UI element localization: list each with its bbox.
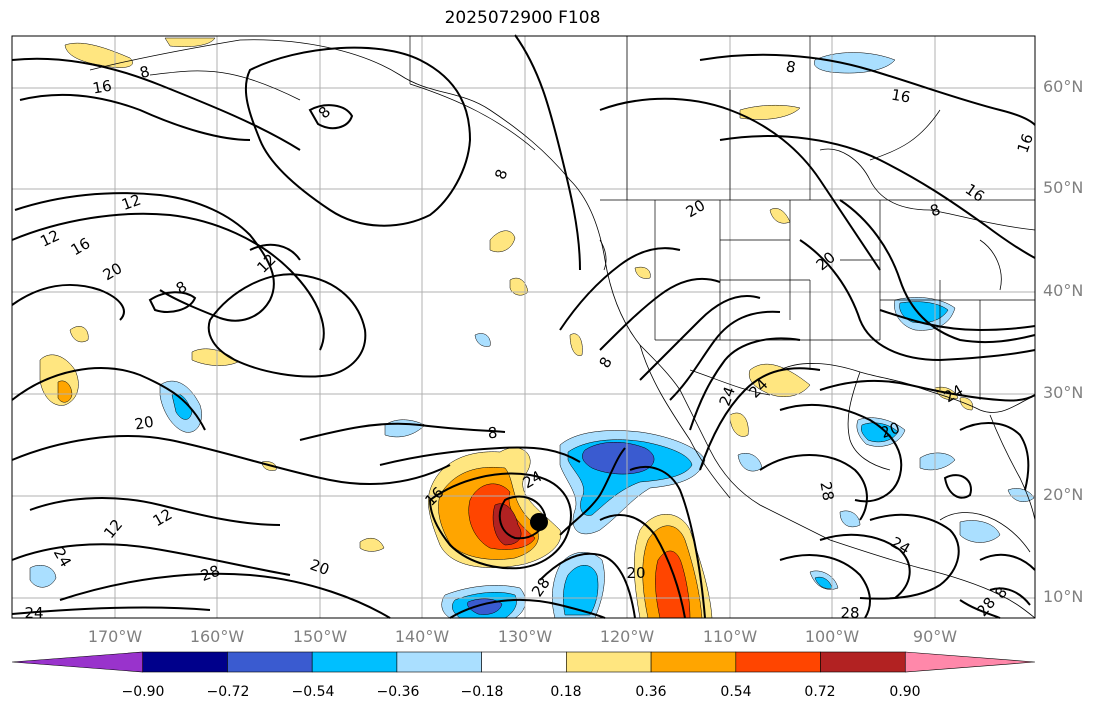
shade-cool [959, 520, 1001, 543]
contour-label: 16 [890, 86, 912, 107]
contour-label: 12 [100, 516, 126, 542]
contour-label: 12 [253, 250, 279, 276]
contour-label: 8 [928, 200, 943, 220]
lat-label: 30°N [1043, 383, 1084, 402]
shade-warm [164, 37, 216, 47]
lat-label: 60°N [1043, 77, 1084, 96]
shade-cool [814, 52, 896, 74]
lon-label: 150°W [292, 627, 348, 646]
colorbar-extend-max [904, 651, 1036, 673]
lon-label: 160°W [189, 627, 245, 646]
shade-cool [737, 452, 763, 472]
shade-warm [729, 412, 749, 437]
contour-label: 12 [150, 505, 176, 530]
colorbar-swatch [650, 651, 737, 673]
colorbar-swatch [396, 651, 482, 673]
contour-label: 8 [491, 167, 511, 182]
colorbar-tick-label: 0.90 [889, 684, 921, 700]
contour-label: 16 [68, 234, 94, 259]
contour-label: 28 [198, 562, 222, 585]
colorbar-tick-label: −0.18 [460, 684, 504, 700]
contour-label: 8 [595, 354, 615, 371]
colorbar-tick-label: 0.36 [635, 684, 667, 700]
lon-label: 110°W [702, 627, 758, 646]
contour-label: 8 [785, 57, 798, 76]
colorbar-tick-label: −0.90 [121, 684, 165, 700]
colorbar-swatch [820, 651, 906, 673]
shade-warm [769, 208, 791, 224]
lat-label: 40°N [1043, 281, 1084, 300]
contour-label: 20 [100, 259, 126, 284]
shade-cool [29, 565, 57, 588]
political-borders [409, 36, 1035, 400]
contour-label: 24 [24, 604, 43, 622]
shade-cool [384, 419, 426, 438]
contour-label: 20 [308, 556, 332, 579]
colorbar-tick-label: −0.54 [291, 684, 335, 700]
contour-label: 8 [487, 424, 498, 443]
colorbar [11, 651, 1036, 673]
shade-warm [57, 380, 73, 403]
shade-warm [569, 333, 583, 356]
contour-label: 28 [528, 574, 554, 600]
shade-warm [739, 105, 801, 120]
contour-label: 28 [816, 480, 837, 502]
colorbar-swatch [142, 651, 228, 673]
colorbar-swatch [735, 651, 821, 673]
shade-cool [861, 422, 899, 443]
colorbar-tick-label: −0.72 [206, 684, 250, 700]
colorbar-tick-label: 0.54 [720, 684, 752, 700]
colorbar-tick-label: 0.72 [804, 684, 836, 700]
lon-label: 130°W [497, 627, 553, 646]
contour-label: 20 [626, 564, 645, 582]
shade-cool [919, 452, 956, 471]
colorbar-swatch [227, 651, 313, 673]
contour-label: 16 [962, 180, 988, 206]
colorbar-swatch [311, 651, 398, 673]
lat-label: 50°N [1043, 178, 1084, 197]
contour-label: 28 [840, 604, 859, 622]
colorbar-swatch [481, 651, 567, 673]
lat-label: 20°N [1043, 485, 1084, 504]
colorbar-swatch [566, 651, 652, 673]
shaded-anomalies [29, 37, 1035, 619]
lon-label: 170°W [87, 627, 143, 646]
shade-warm [69, 326, 89, 343]
lon-label: 100°W [804, 627, 860, 646]
lon-label: 120°W [599, 627, 655, 646]
shade-cool [474, 333, 491, 347]
contour-label: 24 [888, 533, 914, 558]
shade-cool [563, 565, 599, 616]
colorbar-extend-min [11, 651, 144, 673]
colorbar-tick-label: −0.36 [376, 684, 420, 700]
shade-cool [899, 301, 949, 324]
map-title: 2025072900 F108 [444, 8, 601, 28]
contour-label: 8 [138, 62, 152, 82]
contour-label: 12 [119, 191, 143, 214]
lon-label: 140°W [394, 627, 450, 646]
contour-label: 24 [716, 384, 739, 408]
shade-warm [749, 363, 811, 397]
contour-label: 20 [878, 419, 902, 442]
shade-warm [489, 230, 516, 253]
shade-warm [64, 42, 133, 68]
contour-lines [11, 34, 1036, 619]
contour-label: 16 [91, 77, 113, 98]
shade-cool [839, 510, 861, 528]
map-frame [11, 35, 1036, 619]
shade-warm [634, 266, 651, 279]
shade-warm [359, 537, 385, 552]
lat-label: 10°N [1043, 587, 1084, 606]
contour-label: 20 [133, 413, 155, 434]
colorbar-tick-label: 0.18 [550, 684, 582, 700]
contour-label: 16 [1014, 131, 1037, 155]
shade-cool [1007, 488, 1035, 502]
storm-center-marker [530, 513, 548, 531]
lon-label: 90°W [912, 627, 958, 646]
